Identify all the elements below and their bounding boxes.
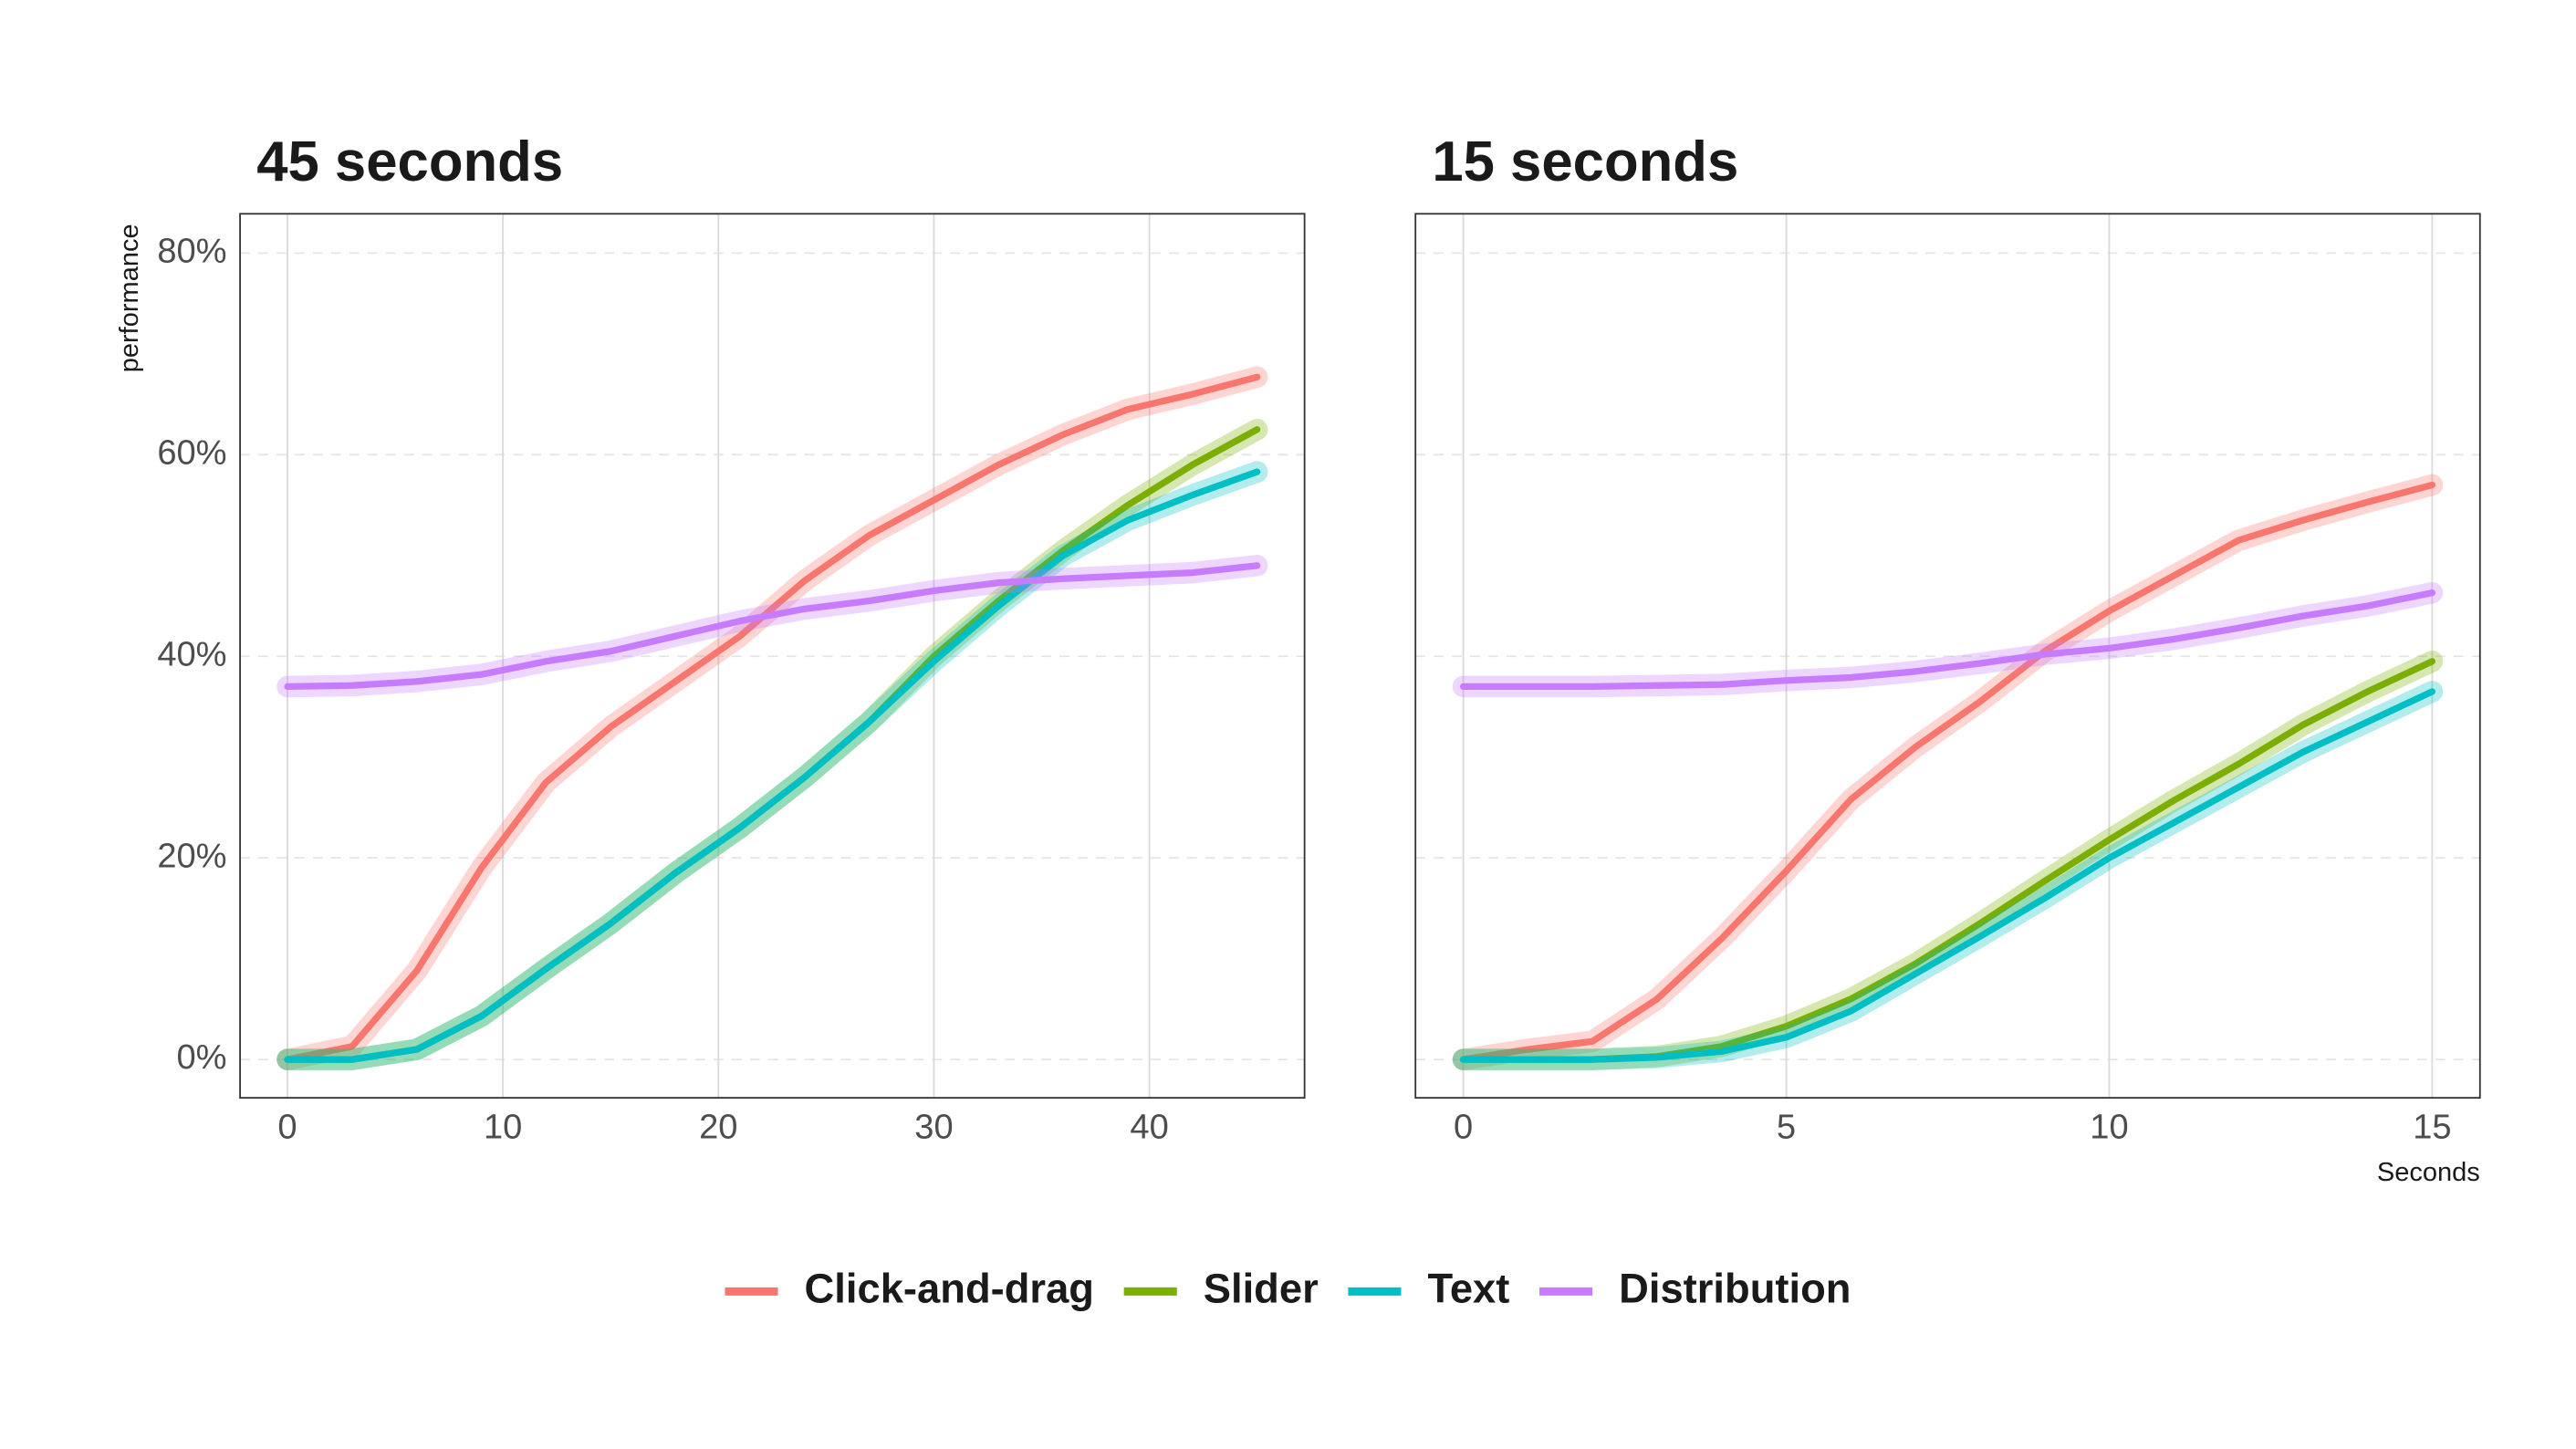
panel-border — [1414, 213, 2481, 1100]
series-line — [284, 468, 1261, 1063]
x-tick-label: 30 — [914, 1109, 953, 1147]
chart-title: 15 seconds — [1432, 130, 1738, 193]
x-tick-label: 15 — [2413, 1109, 2451, 1147]
series-line — [1459, 589, 2436, 691]
series-line — [1459, 481, 2436, 1063]
y-tick-label: 0% — [177, 1038, 227, 1077]
legend-label: Distribution — [1619, 1265, 1851, 1311]
panel-border — [239, 213, 1306, 1100]
x-tick-label: 10 — [484, 1109, 522, 1147]
legend-label: Click-and-drag — [805, 1265, 1094, 1311]
chart-title: 45 seconds — [256, 130, 563, 193]
x-tick-label: 0 — [1454, 1109, 1473, 1147]
series-band — [276, 555, 1268, 698]
series-line — [284, 562, 1261, 691]
x-tick-label: 40 — [1130, 1109, 1168, 1147]
x-tick-label: 10 — [2090, 1109, 2128, 1147]
series-line — [1459, 688, 2436, 1063]
y-tick-label: 60% — [157, 433, 226, 472]
legend-label: Slider — [1204, 1265, 1319, 1311]
x-tick-label: 5 — [1777, 1109, 1796, 1147]
x-tick-label: 0 — [277, 1109, 297, 1147]
y-tick-label: 20% — [157, 837, 226, 875]
x-axis-label: Seconds — [2377, 1158, 2480, 1187]
series-band — [276, 366, 1268, 1070]
series-line — [284, 373, 1261, 1063]
legend-label: Text — [1428, 1265, 1510, 1311]
y-tick-label: 40% — [157, 635, 226, 673]
series-band — [276, 461, 1268, 1070]
series-band — [1452, 581, 2444, 698]
x-tick-label: 20 — [699, 1109, 737, 1147]
legend: Click-and-drag Slider Text Distribution — [725, 1265, 1851, 1311]
y-axis-label: performance — [115, 224, 144, 372]
y-tick-label: 80% — [157, 232, 226, 270]
